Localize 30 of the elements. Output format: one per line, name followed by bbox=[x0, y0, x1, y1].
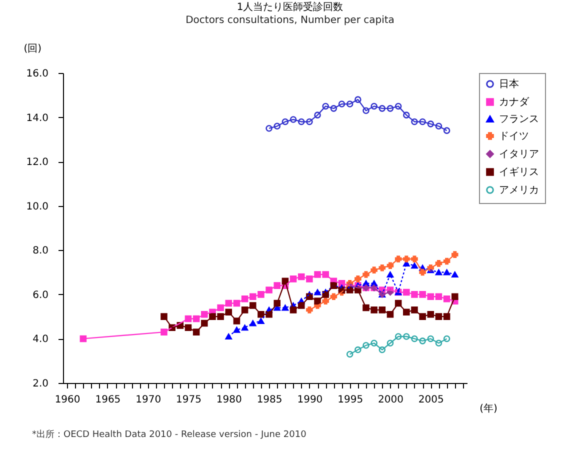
y-tick-label: 2.0 bbox=[32, 378, 48, 390]
y-tick-label: 6.0 bbox=[32, 290, 48, 301]
y-tick-label: 14.0 bbox=[26, 112, 48, 124]
y-axis-title: (回) bbox=[24, 44, 42, 54]
x-tick-label: 2005 bbox=[418, 394, 444, 406]
x-tick-label: 1960 bbox=[54, 394, 80, 406]
chart-subtitle: Doctors consultations, Number per capita bbox=[186, 15, 394, 26]
y-tick-label: 10.0 bbox=[26, 201, 48, 212]
legend-label: イギリス bbox=[499, 166, 539, 178]
x-tick-label: 2000 bbox=[378, 394, 404, 406]
legend-label: フランス bbox=[499, 114, 539, 125]
x-tick-label: 1985 bbox=[256, 394, 282, 406]
y-tick-label: 8.0 bbox=[32, 246, 48, 257]
legend-label: アメリカ bbox=[499, 185, 539, 196]
legend-label: ドイツ bbox=[499, 131, 529, 142]
x-tick-label: 1965 bbox=[95, 394, 121, 406]
x-tick-label: 1975 bbox=[176, 394, 202, 406]
y-tick-label: 12.0 bbox=[26, 157, 48, 168]
legend-label: 日本 bbox=[499, 78, 519, 90]
y-tick-label: 16.0 bbox=[26, 68, 48, 80]
x-axis-title: (年) bbox=[480, 402, 498, 414]
y-tick-label: 4.0 bbox=[32, 334, 48, 346]
x-tick-label: 1995 bbox=[338, 394, 364, 406]
x-tick-label: 1970 bbox=[136, 394, 162, 406]
text: *出所：OECD Health Data 2010 - Release version - June 2010 bbox=[32, 428, 306, 441]
legend-label: イタリア bbox=[499, 149, 539, 160]
x-tick-label: 1990 bbox=[297, 394, 323, 406]
x-tick-label: 1980 bbox=[216, 394, 242, 406]
chart-title: 1人当たり医師受診回数 bbox=[236, 1, 344, 13]
legend-label: カナダ bbox=[499, 96, 530, 108]
